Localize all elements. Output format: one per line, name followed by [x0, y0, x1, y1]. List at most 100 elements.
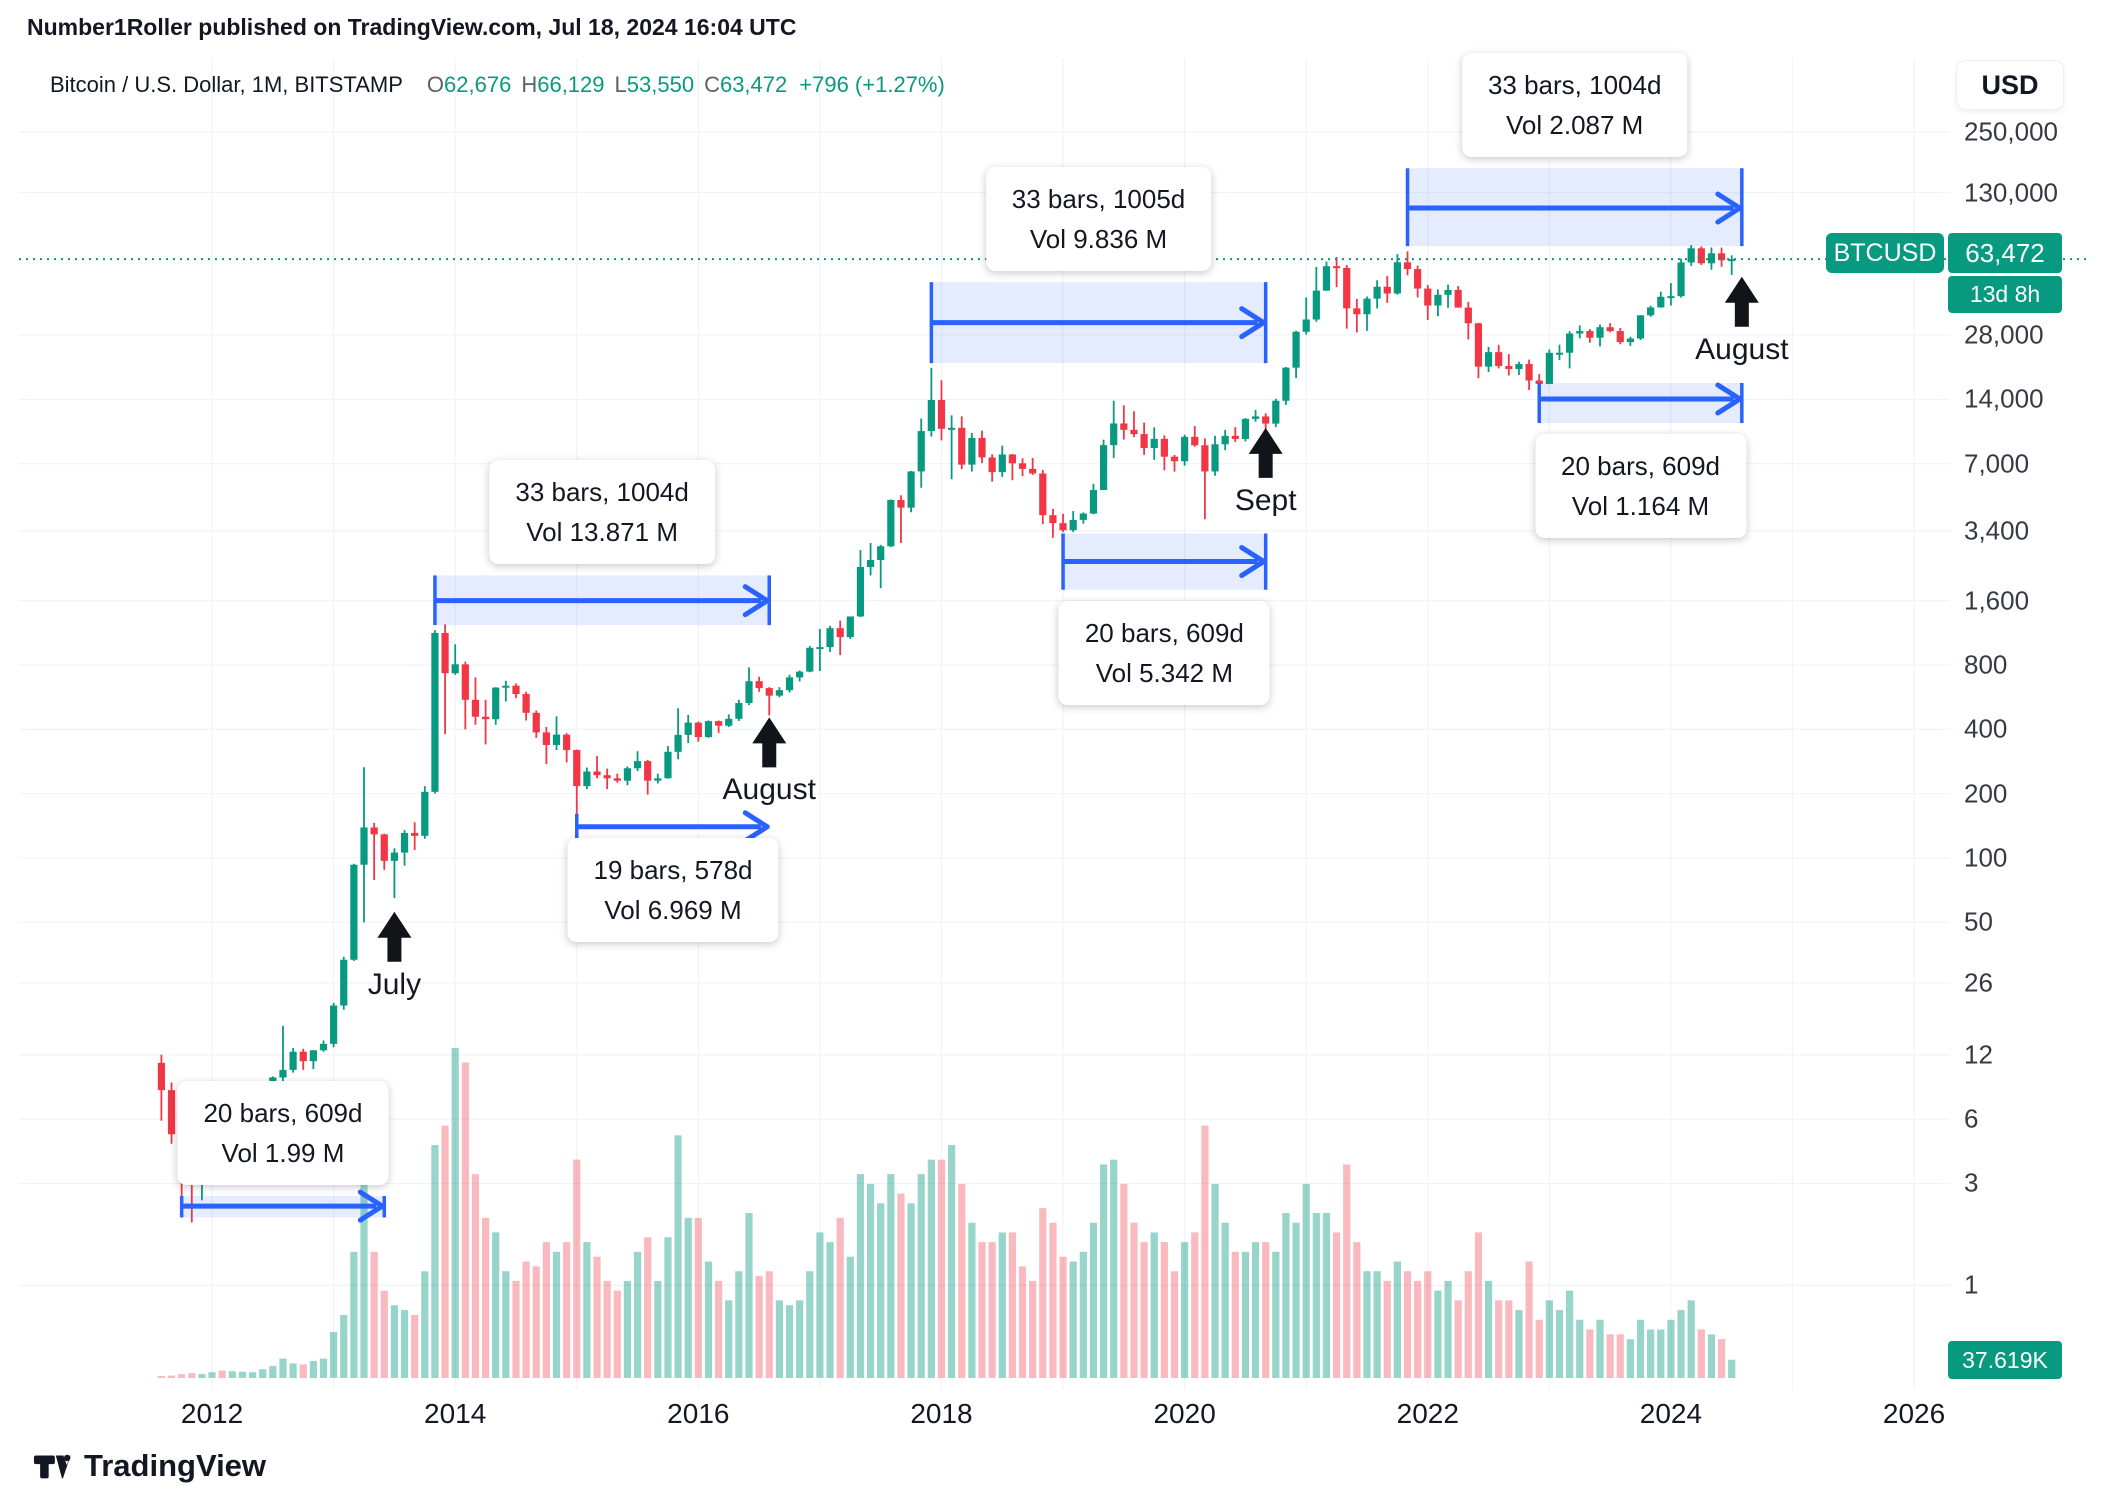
candle-body: [1636, 315, 1645, 339]
volume-bar: [167, 1375, 176, 1378]
candle-body: [299, 1051, 307, 1062]
candle-body: [866, 560, 875, 567]
volume-bar: [400, 1310, 409, 1378]
candle-body: [309, 1050, 317, 1062]
candle-body: [542, 732, 550, 745]
candle-body: [1444, 289, 1452, 295]
volume-bar: [360, 1174, 368, 1378]
price-badge-symbol[interactable]: BTCUSD: [1826, 233, 1944, 273]
volume-bar: [866, 1183, 875, 1378]
candle-body: [1474, 323, 1483, 367]
candle-body: [1049, 515, 1057, 524]
measure-label-card[interactable]: 33 bars, 1004d Vol 2.087 M: [1461, 53, 1688, 158]
measure-label-card[interactable]: 20 bars, 609d Vol 5.342 M: [1058, 600, 1270, 705]
volume-bar: [654, 1280, 662, 1378]
volume-bar: [1191, 1232, 1199, 1378]
candle-body: [1079, 513, 1087, 520]
ohlc-open-label: O: [426, 72, 445, 97]
candle-body: [512, 685, 520, 695]
candle-body: [1697, 248, 1705, 264]
volume-bar: [522, 1261, 530, 1378]
volume-bar: [552, 1251, 561, 1378]
volume-bar: [1647, 1329, 1655, 1378]
volume-bar: [836, 1217, 844, 1378]
volume-bar: [441, 1125, 449, 1378]
y-axis-tick: 3,400: [1964, 515, 2030, 546]
volume-bar: [1535, 1319, 1543, 1378]
measure-label-card[interactable]: 19 bars, 578d Vol 6.969 M: [567, 837, 779, 942]
candle-body: [735, 703, 743, 719]
candle-body: [1424, 288, 1432, 306]
event-up-arrow-icon[interactable]: [1248, 427, 1283, 478]
y-axis-tick: 1: [1964, 1269, 1979, 1300]
candle-body: [1383, 286, 1391, 294]
candle-body: [907, 471, 915, 508]
candle-body: [1495, 352, 1503, 367]
volume-bar: [1069, 1261, 1077, 1378]
volume-bar: [1687, 1300, 1695, 1378]
candle-body: [877, 546, 885, 561]
measure-arrow-head: [1239, 545, 1267, 579]
volume-bar: [644, 1237, 652, 1378]
candle-body: [1363, 298, 1371, 315]
volume-bar: [1322, 1212, 1331, 1378]
volume-bar: [1272, 1251, 1280, 1378]
volume-bar: [745, 1212, 753, 1378]
volume-bar: [492, 1232, 500, 1378]
volume-bar: [532, 1266, 540, 1378]
measure-label-line: Vol 6.969 M: [604, 894, 742, 925]
volume-bar: [1059, 1256, 1067, 1378]
candle-body: [1454, 289, 1462, 308]
volume-bar: [188, 1373, 196, 1378]
volume-bar: [664, 1237, 672, 1378]
x-axis-tick: 2014: [424, 1398, 487, 1429]
volume-bar: [1181, 1242, 1189, 1378]
y-axis-tick: 50: [1964, 906, 1993, 937]
candle-body: [1434, 294, 1442, 306]
candle-body: [1687, 248, 1695, 263]
measure-label-card[interactable]: 20 bars, 609d Vol 1.164 M: [1535, 434, 1747, 539]
candle-body: [644, 761, 652, 781]
measure-label-card[interactable]: 33 bars, 1005d Vol 9.836 M: [985, 167, 1212, 272]
candle-body: [1181, 436, 1189, 462]
measure-label-card[interactable]: 20 bars, 609d Vol 1.99 M: [177, 1081, 389, 1185]
candle-body: [167, 1090, 176, 1135]
y-axis-tick: 28,000: [1964, 319, 2044, 350]
volume-bar: [1110, 1159, 1118, 1378]
candle-body: [1464, 307, 1472, 324]
price-badge-value[interactable]: 63,472: [1948, 233, 2062, 273]
volume-bar: [856, 1174, 865, 1378]
candle-body: [1586, 331, 1594, 338]
currency-toggle-button[interactable]: USD: [1956, 60, 2064, 110]
x-axis-tick: 2012: [180, 1398, 244, 1429]
candle-body: [1515, 364, 1523, 370]
volume-bar: [390, 1305, 399, 1378]
volume-bar: [806, 1271, 814, 1378]
event-arrow-label: July: [367, 967, 422, 1001]
candle-body: [1211, 444, 1219, 472]
volume-bar: [573, 1159, 581, 1378]
candle-body: [502, 685, 510, 688]
volume-bar: [694, 1217, 702, 1378]
event-up-arrow-icon[interactable]: [377, 911, 412, 962]
candle-body: [968, 437, 976, 465]
volume-bar: [684, 1217, 692, 1378]
candle-body: [856, 566, 865, 617]
volume-bar: [1515, 1310, 1523, 1378]
candle-body: [1029, 468, 1037, 474]
candle-body: [350, 864, 358, 960]
volume-bar: [1241, 1251, 1250, 1378]
volume-bar: [299, 1364, 307, 1378]
measure-band[interactable]: [1539, 383, 1742, 424]
measure-label-line: Vol 2.087 M: [1506, 110, 1644, 141]
volume-bar: [1039, 1208, 1047, 1378]
volume-bar: [198, 1374, 206, 1378]
tradingview-logo[interactable]: TradingView: [33, 1447, 266, 1485]
measure-label-card[interactable]: 33 bars, 1004d Vol 13.871 M: [489, 460, 715, 565]
event-up-arrow-icon[interactable]: [752, 717, 787, 768]
event-up-arrow-icon[interactable]: [1724, 276, 1759, 327]
candle-body: [958, 427, 966, 465]
volume-bar: [613, 1290, 621, 1378]
volume-bar: [775, 1300, 783, 1378]
